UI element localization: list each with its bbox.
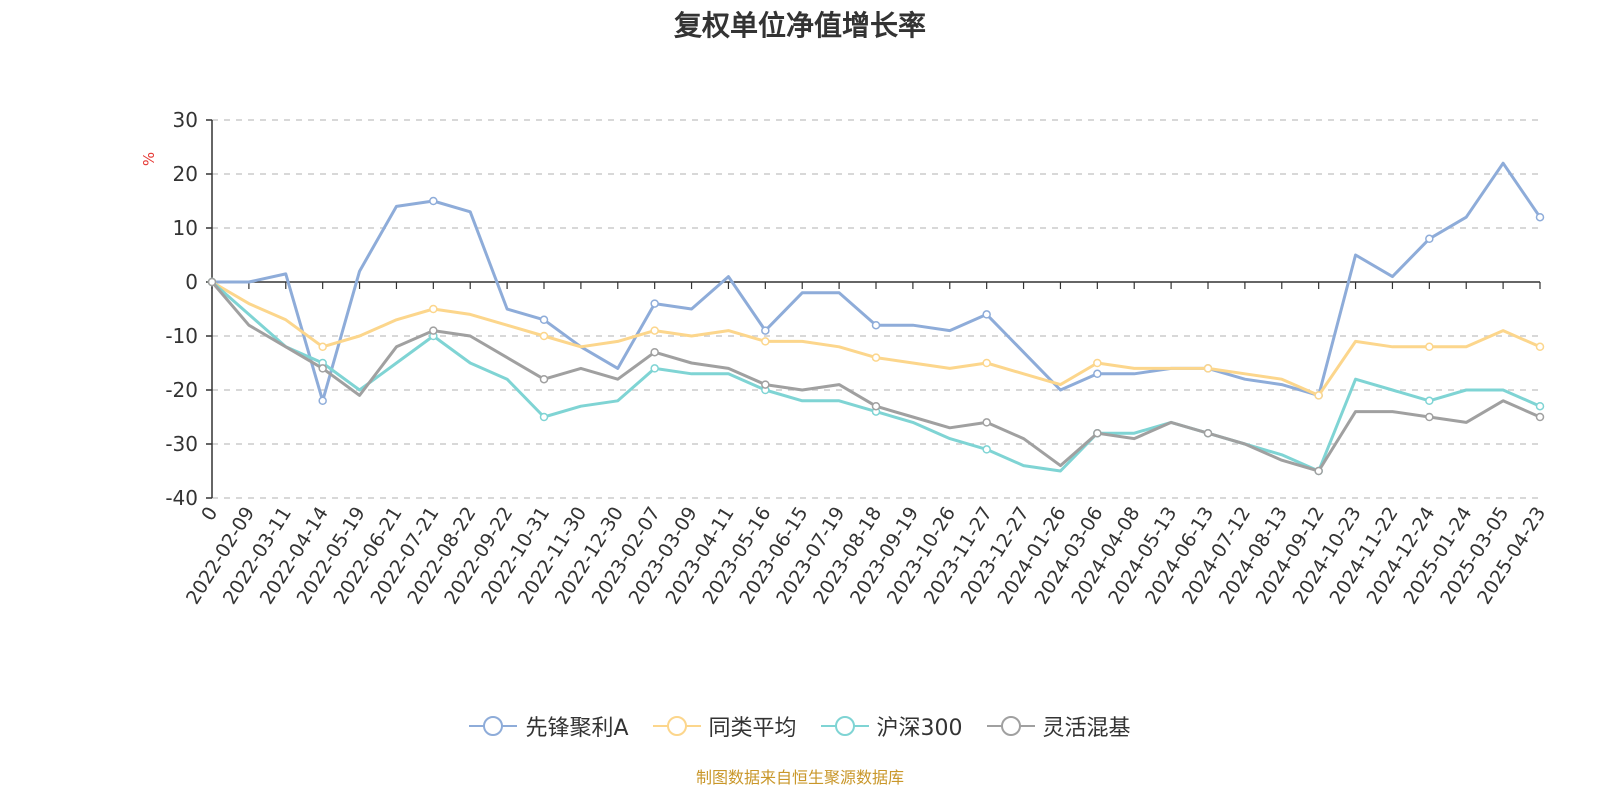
legend-marker-icon bbox=[820, 716, 869, 736]
data-point bbox=[1425, 234, 1434, 244]
y-tick-label: 30 bbox=[173, 108, 198, 132]
y-tick-label: -20 bbox=[165, 378, 198, 402]
series-lines bbox=[207, 161, 1545, 476]
source-note: 制图数据来自恒生聚源数据库 bbox=[695, 768, 904, 787]
data-point bbox=[650, 299, 659, 308]
legend-item-1[interactable]: 同类平均 bbox=[652, 710, 797, 742]
legend-item-0[interactable]: 先锋聚利A bbox=[469, 710, 629, 742]
data-point bbox=[1093, 358, 1102, 368]
data-point bbox=[871, 353, 881, 362]
legend-label: 灵活混基 bbox=[1042, 716, 1131, 741]
data-point bbox=[318, 396, 327, 406]
data-point bbox=[1093, 428, 1102, 438]
data-point bbox=[1535, 401, 1545, 411]
data-point bbox=[207, 277, 217, 287]
data-point bbox=[539, 331, 549, 341]
legend-label: 同类平均 bbox=[708, 716, 797, 741]
y-tick-label: -10 bbox=[165, 324, 198, 348]
data-point bbox=[982, 445, 991, 454]
y-tick-label: -30 bbox=[165, 432, 198, 456]
data-point bbox=[982, 418, 991, 427]
data-point bbox=[650, 364, 659, 373]
data-point bbox=[1203, 428, 1213, 438]
data-point bbox=[650, 326, 659, 335]
legend-marker-icon bbox=[986, 716, 1035, 736]
legend: 先锋聚利A 同类平均 沪深300 灵活混基 bbox=[0, 710, 1600, 742]
data-point bbox=[318, 364, 327, 373]
data-point bbox=[1535, 412, 1545, 422]
data-point bbox=[1425, 342, 1434, 352]
data-point bbox=[871, 401, 881, 411]
data-point bbox=[761, 326, 770, 335]
data-point bbox=[1203, 364, 1213, 373]
data-point bbox=[1314, 466, 1323, 476]
y-tick-label: 10 bbox=[173, 216, 198, 240]
y-tick-label: 0 bbox=[185, 270, 198, 294]
data-point bbox=[761, 380, 770, 389]
data-point bbox=[1314, 391, 1323, 400]
data-point bbox=[1535, 342, 1545, 352]
legend-marker-icon bbox=[469, 716, 518, 736]
y-tick-label: 20 bbox=[173, 162, 198, 186]
axes bbox=[206, 119, 1541, 499]
y-tick-label: -40 bbox=[165, 486, 198, 510]
data-point bbox=[429, 196, 438, 206]
data-point bbox=[429, 326, 438, 335]
legend-label: 沪深300 bbox=[876, 716, 963, 741]
data-point bbox=[1425, 412, 1434, 422]
data-point bbox=[539, 412, 549, 422]
legend-item-2[interactable]: 沪深300 bbox=[820, 710, 963, 742]
data-point bbox=[871, 320, 881, 330]
data-point bbox=[318, 342, 327, 352]
data-point bbox=[429, 304, 438, 314]
chart-plot: 3020100-10-20-30-4002022-02-092022-03-11… bbox=[165, 108, 1550, 608]
data-point bbox=[650, 347, 659, 357]
data-point bbox=[1535, 212, 1545, 222]
legend-item-3[interactable]: 灵活混基 bbox=[986, 710, 1131, 742]
data-point bbox=[1093, 369, 1102, 379]
data-point bbox=[539, 374, 549, 384]
legend-marker-icon bbox=[652, 716, 701, 736]
x-tick-label: 0 bbox=[197, 503, 222, 525]
data-point bbox=[539, 315, 549, 325]
data-point bbox=[761, 337, 770, 346]
data-point bbox=[1425, 396, 1434, 406]
data-point bbox=[982, 310, 991, 319]
chart-title: 复权单位净值增长率 bbox=[673, 9, 926, 42]
data-point bbox=[982, 358, 991, 368]
legend-label: 先锋聚利A bbox=[525, 716, 629, 741]
